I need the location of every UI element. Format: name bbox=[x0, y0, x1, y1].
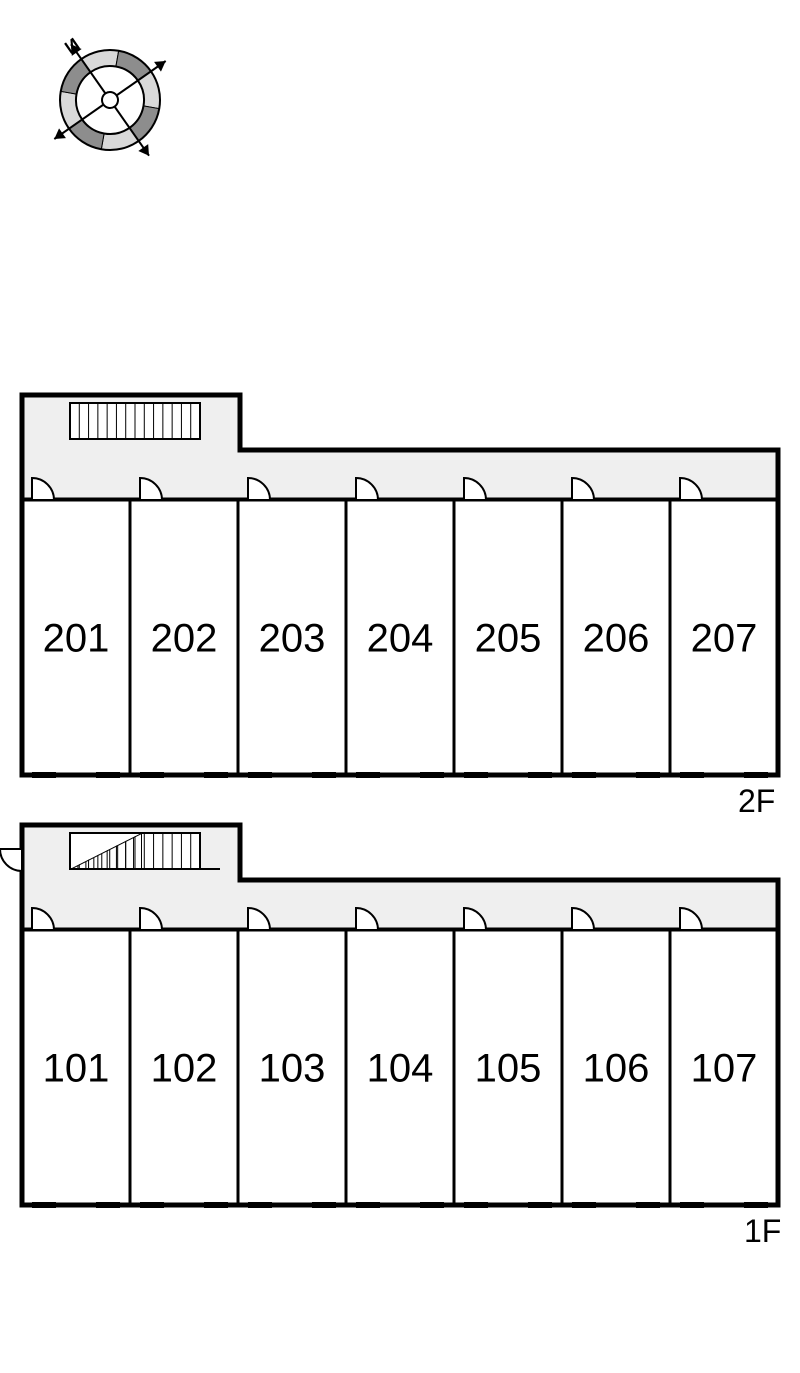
unit-label: 205 bbox=[475, 617, 542, 661]
unit-label: 201 bbox=[43, 617, 110, 661]
unit-label: 202 bbox=[151, 617, 218, 661]
unit-label: 104 bbox=[367, 1047, 434, 1091]
floor-label: 1F bbox=[744, 1213, 781, 1250]
unit-label: 105 bbox=[475, 1047, 542, 1091]
compass-icon: N bbox=[30, 10, 190, 170]
floor-label: 2F bbox=[738, 783, 775, 820]
unit-label: 107 bbox=[691, 1047, 758, 1091]
floor-plan-1f: 101 102 103 104 105 106 107 bbox=[22, 825, 778, 1205]
floor-plan-2f: 201 202 203 204 205 206 207 bbox=[22, 395, 778, 775]
unit-label: 204 bbox=[367, 617, 434, 661]
unit-label: 101 bbox=[43, 1047, 110, 1091]
unit-label: 103 bbox=[259, 1047, 326, 1091]
unit-label: 203 bbox=[259, 617, 326, 661]
unit-label: 206 bbox=[583, 617, 650, 661]
unit-label: 102 bbox=[151, 1047, 218, 1091]
unit-label: 106 bbox=[583, 1047, 650, 1091]
unit-label: 207 bbox=[691, 617, 758, 661]
svg-text:N: N bbox=[61, 34, 83, 58]
